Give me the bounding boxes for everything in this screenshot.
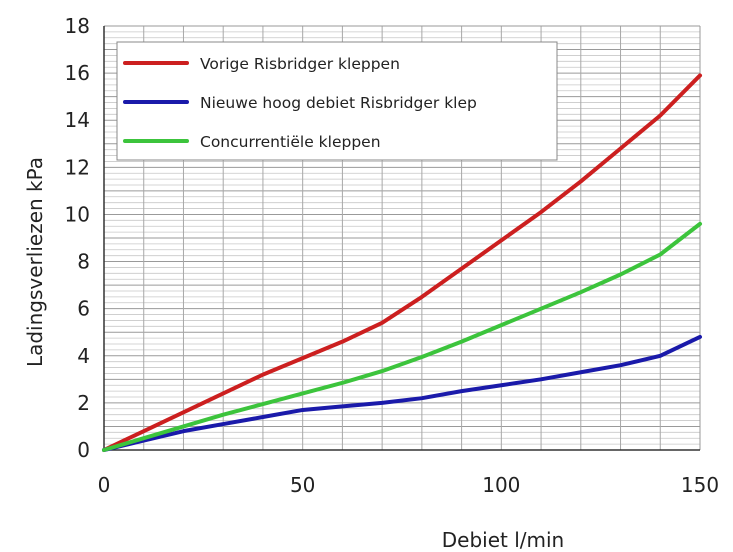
legend-label-2: Nieuwe hoog debiet Risbridger klep — [200, 94, 477, 112]
x-tick-label: 50 — [290, 473, 315, 497]
tick-labels: 0 2 4 6 8 10 12 14 16 18 0 50 100 150 — [65, 14, 720, 497]
legend-label-3: Concurrentiële kleppen — [200, 133, 381, 151]
y-tick-label: 14 — [65, 108, 90, 132]
y-tick-label: 0 — [77, 438, 90, 462]
series-line-1 — [102, 73, 702, 452]
y-tick-label: 10 — [65, 202, 90, 226]
legend-box — [116, 41, 558, 161]
y-tick-label: 18 — [65, 14, 90, 38]
x-tick-label: 150 — [681, 473, 719, 497]
y-tick-label: 16 — [65, 61, 90, 85]
y-tick-label: 6 — [77, 297, 90, 321]
y-axis-title: Ladingsverliezen kPa — [23, 157, 47, 367]
x-axis-title: Debiet l/min — [442, 528, 564, 552]
series-line-3 — [102, 221, 702, 452]
axes — [103, 26, 700, 451]
series-line-2 — [102, 334, 702, 452]
series-lines — [102, 73, 702, 452]
y-tick-label: 2 — [77, 391, 90, 415]
legend: Vorige Risbridger kleppen Nieuwe hoog deb… — [116, 41, 558, 161]
y-tick-label: 12 — [65, 155, 90, 179]
y-tick-label: 4 — [77, 344, 90, 368]
x-tick-label: 100 — [482, 473, 520, 497]
x-tick-label: 0 — [98, 473, 111, 497]
y-tick-label: 8 — [77, 250, 90, 274]
legend-label-1: Vorige Risbridger kleppen — [200, 55, 400, 73]
